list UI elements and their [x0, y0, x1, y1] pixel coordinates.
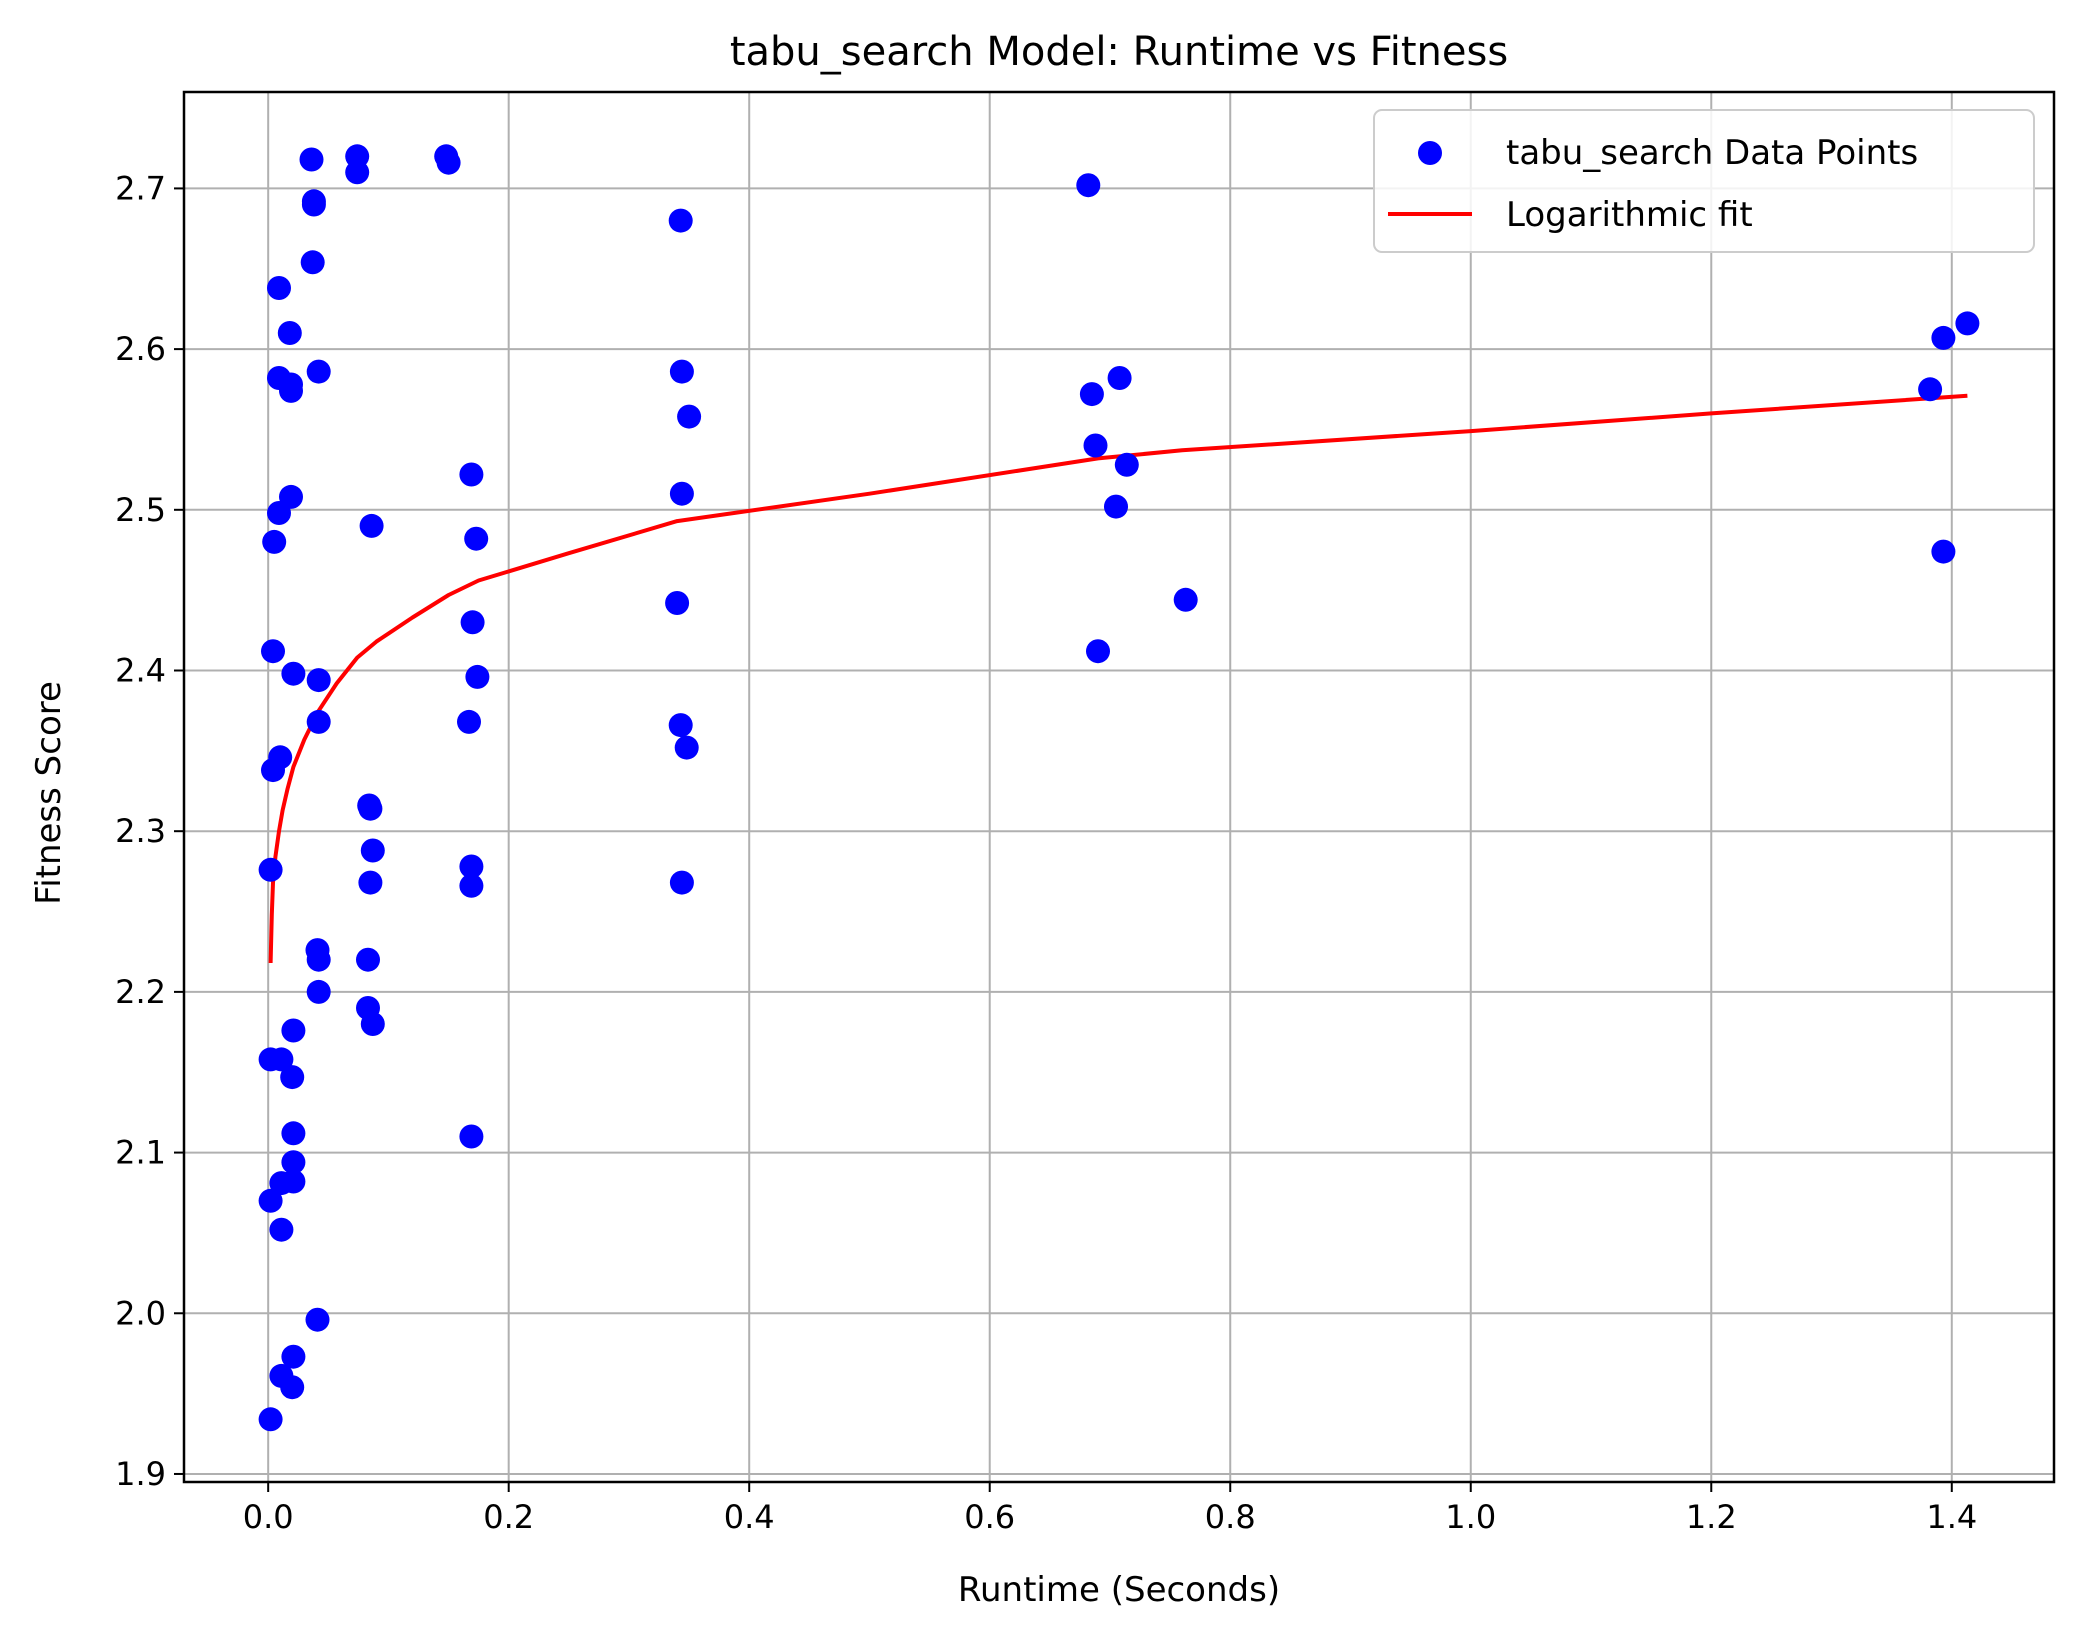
data-point: [359, 513, 384, 538]
data-point: [281, 1150, 306, 1175]
tick-layer: 0.0 0.2 0.4 0.6 0.8 1.0 1.2 1.4 1.9 2.0 2.1 2.2 2.3 2…: [115, 169, 1977, 1536]
data-point: [269, 1047, 294, 1072]
fit-line-layer: [268, 393, 1968, 964]
axes-frame: [182, 90, 2056, 1484]
data-point: [277, 321, 302, 345]
data-point: [1931, 539, 1956, 564]
data-point: [358, 796, 383, 821]
data-point: [280, 1375, 305, 1400]
data-point: [1104, 494, 1128, 519]
data-point: [459, 854, 484, 879]
x-tick-label: 0.2: [483, 1498, 534, 1536]
data-point: [300, 250, 325, 275]
data-point: [299, 147, 324, 172]
data-point: [1107, 366, 1132, 390]
data-point: [460, 610, 485, 635]
data-point: [306, 709, 331, 734]
data-point: [459, 462, 484, 487]
x-tick-label: 1.2: [1686, 1498, 1737, 1536]
data-point: [356, 947, 380, 972]
data-point: [457, 709, 481, 734]
data-point: [459, 873, 484, 898]
data-point: [261, 639, 285, 664]
y-tick-label: 2.3: [115, 812, 166, 850]
data-point: [358, 870, 383, 895]
data-point: [1083, 433, 1108, 458]
data-point: [281, 1121, 306, 1146]
data-point: [677, 404, 702, 429]
y-tick-label: 2.2: [115, 973, 166, 1011]
data-point: [305, 1307, 330, 1332]
data-point: [459, 1124, 484, 1149]
data-point: [669, 359, 694, 384]
x-tick-label: 0.4: [724, 1498, 775, 1536]
y-tick-label: 2.1: [115, 1134, 166, 1172]
data-point: [665, 591, 690, 615]
data-point: [1086, 639, 1110, 664]
legend-label-data-points: tabu_search Data Points: [1506, 133, 1918, 173]
data-point: [668, 208, 693, 233]
data-point: [258, 857, 283, 882]
data-point: [279, 484, 303, 509]
x-tick-label: 0.0: [243, 1498, 294, 1536]
x-tick-label: 0.6: [964, 1498, 1015, 1536]
data-point: [279, 378, 303, 403]
data-point: [306, 947, 331, 972]
data-point: [465, 664, 490, 689]
y-tick-label: 2.4: [115, 651, 166, 689]
legend-box: [1373, 109, 2035, 253]
data-point: [306, 359, 331, 384]
data-points-layer: [258, 144, 1980, 1432]
data-point: [268, 745, 293, 770]
legend: tabu_search Data Points Logarithmic fit: [1373, 109, 2035, 253]
chart-title: tabu_search Model: Runtime vs Fitness: [730, 29, 1508, 75]
data-point: [281, 1344, 306, 1369]
data-point: [281, 661, 306, 686]
data-point: [281, 1018, 306, 1043]
data-point: [436, 150, 461, 175]
data-point: [269, 1217, 294, 1242]
data-point: [258, 1407, 283, 1432]
data-point: [267, 276, 291, 300]
data-point: [360, 838, 385, 863]
data-point: [258, 1188, 283, 1213]
data-point: [1931, 325, 1956, 350]
data-point: [669, 870, 694, 895]
data-point: [1076, 173, 1101, 198]
data-point: [301, 192, 326, 217]
data-point: [1114, 452, 1139, 477]
data-point: [360, 1012, 385, 1036]
fit-line: [268, 393, 1968, 964]
y-tick-label: 2.6: [115, 330, 166, 368]
data-point: [1173, 587, 1198, 612]
y-axis-label: Fitness Score: [29, 681, 69, 905]
data-point: [668, 713, 693, 738]
y-tick-label: 2.7: [115, 169, 166, 207]
legend-marker-data-points: [1418, 141, 1442, 165]
data-point: [1955, 311, 1980, 336]
data-point: [280, 1065, 305, 1090]
y-tick-label: 2.0: [115, 1294, 166, 1332]
x-tick-label: 1.0: [1445, 1498, 1496, 1536]
x-tick-label: 1.4: [1926, 1498, 1977, 1536]
data-point: [674, 735, 699, 760]
data-point: [281, 1169, 306, 1194]
data-point: [1079, 382, 1104, 407]
data-point: [1918, 377, 1943, 402]
data-point: [262, 529, 287, 554]
data-point: [306, 979, 331, 1004]
data-point: [669, 481, 694, 506]
y-tick-label: 2.5: [115, 491, 166, 529]
data-point: [464, 526, 489, 551]
legend-label-fit-line: Logarithmic fit: [1506, 195, 1753, 235]
x-tick-label: 0.8: [1205, 1498, 1256, 1536]
data-point: [345, 160, 370, 185]
y-tick-label: 1.9: [115, 1455, 166, 1493]
x-axis-label: Runtime (Seconds): [958, 1570, 1280, 1610]
data-point: [306, 668, 331, 693]
